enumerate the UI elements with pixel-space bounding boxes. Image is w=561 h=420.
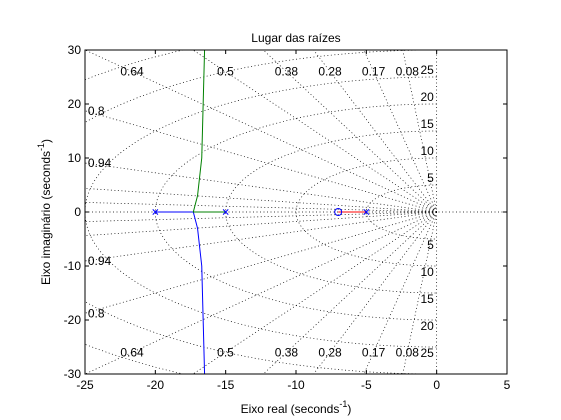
damping-label: 0.8 [88,306,105,320]
y-tick-label: 30 [68,43,82,57]
wn-arc [154,103,437,321]
damping-label: 0.64 [120,345,144,359]
x-tick-label: -10 [287,378,305,392]
y-axis-label-exponent: -1 [36,143,46,151]
damping-ray-lower [85,211,437,262]
y-tick-label: 20 [68,97,82,111]
chart-title: Lugar das raízes [251,31,340,45]
wn-arc [225,130,437,294]
wn-label: 5 [427,238,434,252]
locus-branches [155,50,367,374]
y-tick-label: 0 [74,205,81,219]
zero-marker [334,208,343,216]
damping-ray-upper [402,50,438,213]
x-axis-label-exponent: -1 [339,399,347,409]
damping-label: 0.5 [217,65,234,79]
x-tick-label: -20 [147,378,165,392]
y-tick-label: -20 [64,313,82,327]
wn-arc [295,157,437,267]
x-tick-label: 0 [433,378,440,392]
wn-label: 15 [420,117,434,131]
damping-label: 0.94 [88,254,112,268]
wn-label: 5 [427,171,434,185]
wn-label: 20 [420,319,434,333]
x-axis-label-close: ) [347,402,351,416]
damping-label: 0.8 [88,104,105,118]
y-tick-label: 10 [68,151,82,165]
damping-label: 0.28 [318,345,342,359]
wn-label: 25 [420,346,434,360]
x-tick-label: -15 [217,378,235,392]
damping-label: 0.38 [275,65,299,79]
wn-label: 25 [420,63,434,77]
wn-label: 15 [420,292,434,306]
sgrid-labels: 0.08 0.08 0.17 0.17 0.28 0.28 0.38 0.38 0.5 0.5 0.… [88,63,434,360]
y-axis-label: Eixo imaginário (seconds-1) [36,139,53,285]
damping-label: 0.38 [275,345,299,359]
x-tick-label: -5 [361,378,372,392]
y-axis-label-close: ) [39,139,53,143]
damping-ray-lower [85,211,437,222]
damping-label: 0.94 [88,156,112,170]
damping-label: 0.17 [362,65,386,79]
damping-ray-upper [192,50,437,213]
x-tick-label: -25 [76,378,94,392]
wn-label: 20 [420,90,434,104]
damping-ray-lower [192,211,437,374]
damping-label: 0.08 [396,65,420,79]
damping-ray-upper [363,50,437,213]
y-axis-label-text: Eixo imaginário (seconds [39,151,53,285]
pole-marker [222,209,229,215]
pole-marker [152,209,159,215]
y-tick-label: -30 [64,367,82,381]
x-tick-label: 5 [504,378,511,392]
damping-label: 0.08 [396,345,420,359]
pole-zero-markers [152,208,370,216]
damping-label: 0.17 [362,345,386,359]
wn-label: 10 [420,265,434,279]
damping-label: 0.5 [217,345,234,359]
damping-ray-lower [363,211,437,374]
damping-ray-lower [402,211,438,374]
y-tick-label: -10 [64,259,82,273]
axis-ticks: -25 -20 -15 -10 -5 0 5 -30 -20 -10 0 10 20 30 [64,43,511,392]
locus-branch [192,50,226,213]
pole-marker [363,209,370,215]
damping-label: 0.28 [318,65,342,79]
wn-label: 10 [420,144,434,158]
damping-ray-upper [85,162,437,213]
x-axis-label-text: Eixo real (seconds [241,402,340,416]
x-axis-label: Eixo real (seconds-1) [241,399,352,416]
damping-label: 0.64 [120,65,144,79]
damping-ray-upper [85,202,437,213]
locus-branch [155,211,206,374]
